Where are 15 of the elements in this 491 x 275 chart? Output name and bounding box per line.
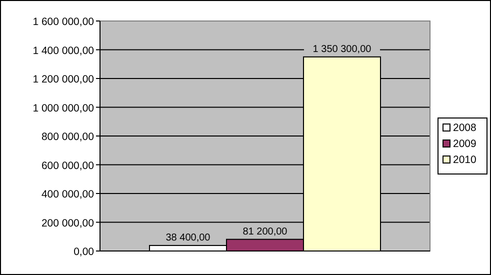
y-tick-label: 400 000,00 bbox=[41, 188, 94, 200]
y-tick-label: 600 000,00 bbox=[41, 160, 94, 172]
y-tick-label: 1 600 000,00 bbox=[32, 16, 94, 28]
text: 81 200,00 bbox=[242, 226, 288, 238]
legend-label: 2008 bbox=[453, 122, 477, 134]
text: 38 400,00 bbox=[166, 232, 210, 244]
y-tick-label: 1 000 000,00 bbox=[32, 102, 94, 114]
y-tick-label: 0,00 bbox=[74, 246, 94, 258]
legend-label: 2010 bbox=[453, 154, 477, 166]
legend-label: 2009 bbox=[453, 138, 477, 150]
text: 1 350 300,00 bbox=[312, 44, 372, 55]
y-tick-label: 800 000,00 bbox=[41, 131, 94, 143]
y-tick-label: 200 000,00 bbox=[41, 217, 94, 230]
y-tick-label: 1 400 000,00 bbox=[32, 44, 94, 57]
y-tick-label: 1 200 000,00 bbox=[32, 74, 94, 86]
